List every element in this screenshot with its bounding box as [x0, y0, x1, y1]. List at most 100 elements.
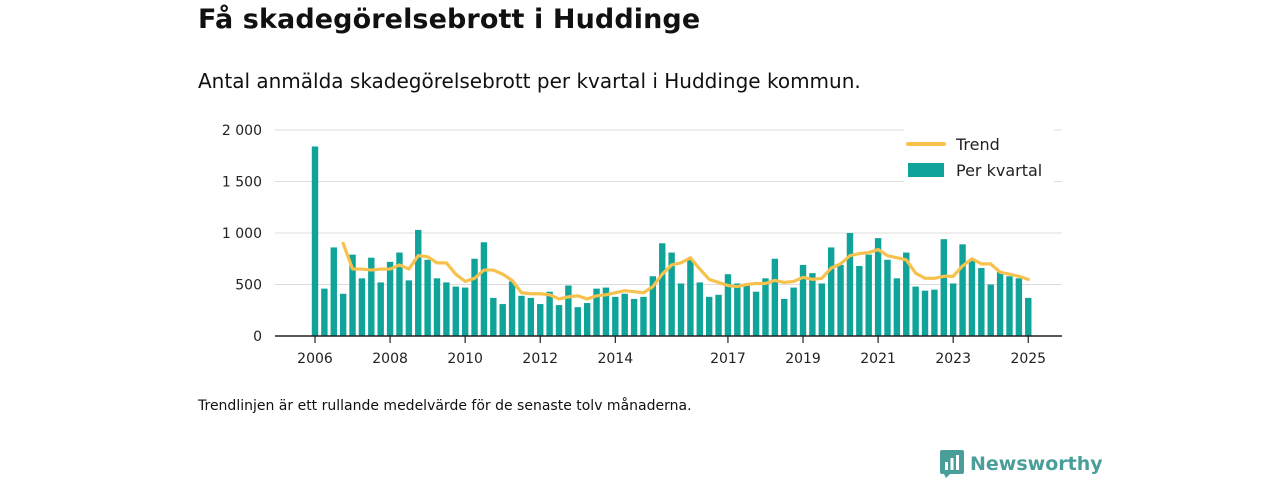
bar: [931, 289, 938, 336]
bar: [715, 294, 722, 336]
bar: [790, 287, 797, 336]
bar: [818, 283, 825, 336]
bar: [471, 258, 478, 336]
bar: [630, 298, 638, 336]
bar: [724, 274, 732, 336]
bar: [377, 282, 384, 336]
bar: [903, 252, 910, 336]
bar: [649, 276, 657, 336]
brand-name: Newsworthy: [970, 453, 1103, 475]
bar: [940, 239, 947, 336]
bar: [612, 296, 619, 336]
bar: [593, 288, 600, 336]
bar: [912, 286, 919, 336]
bar: [555, 305, 563, 336]
bar: [433, 278, 441, 336]
bar: [527, 297, 535, 336]
legend: Trend Per kvartal: [904, 128, 1054, 186]
bar: [518, 295, 525, 336]
bar: [734, 283, 741, 336]
bar: [771, 258, 779, 336]
x-tick-label: 2017: [710, 351, 746, 367]
bar: [874, 238, 882, 336]
newsworthy-icon: [940, 450, 964, 478]
brand-logo[interactable]: Newsworthy: [940, 450, 1103, 478]
bar: [640, 296, 647, 336]
bar: [959, 244, 966, 336]
bar: [705, 296, 713, 336]
x-tick-label: 2008: [372, 351, 408, 367]
bar: [687, 259, 694, 336]
y-tick-label: 2 000: [222, 123, 262, 139]
bar: [330, 247, 337, 336]
bar: [349, 254, 356, 336]
bar: [781, 298, 788, 336]
bar: [752, 291, 760, 336]
x-tick-label: 2014: [597, 351, 633, 367]
legend-trend-label: Trend: [955, 135, 1000, 154]
x-tick-label: 2010: [447, 351, 483, 367]
bar: [827, 247, 835, 336]
bar: [677, 283, 685, 336]
trend-line: [341, 241, 1030, 301]
trend-line-group: [341, 241, 1030, 301]
bar: [311, 146, 319, 336]
bar: [799, 264, 807, 336]
bar: [996, 272, 1004, 336]
bar: [856, 265, 863, 336]
x-tick-label: 2021: [860, 351, 896, 367]
bar: [846, 233, 854, 336]
bar: [546, 291, 553, 336]
bar: [621, 293, 628, 336]
footnote: Trendlinjen är ett rullande medelvärde f…: [198, 398, 692, 414]
chart-title: Få skadegörelsebrott i Huddinge: [198, 4, 701, 35]
bar: [743, 284, 750, 336]
bar: [490, 297, 497, 336]
bar: [1015, 278, 1023, 336]
bar: [602, 287, 610, 336]
y-tick-label: 0: [253, 329, 262, 345]
bar: [358, 278, 366, 336]
bar: [339, 293, 347, 336]
x-tick-label: 2012: [522, 351, 558, 367]
bar: [321, 288, 328, 336]
bar: [968, 259, 976, 336]
x-tick-label: 2025: [1010, 351, 1046, 367]
bar: [659, 243, 666, 336]
bar: [574, 307, 581, 336]
bar: [949, 283, 957, 336]
bar: [424, 259, 431, 336]
bar: [583, 303, 591, 336]
bar: [386, 261, 394, 336]
bar: [443, 282, 450, 336]
y-tick-label: 1 000: [222, 226, 262, 242]
bar: [987, 284, 994, 336]
bar: [921, 290, 929, 336]
bar: [1006, 276, 1013, 336]
bar: [452, 286, 459, 336]
x-tick-label: 2023: [935, 351, 971, 367]
bar: [884, 259, 891, 336]
bar: [837, 264, 844, 336]
bar: [368, 257, 375, 336]
y-tick-label: 500: [235, 278, 262, 294]
bar: [405, 280, 413, 336]
y-tick-label: 1 500: [222, 175, 262, 191]
bar: [415, 229, 422, 336]
bar: [461, 287, 469, 336]
bar: [865, 254, 872, 336]
bar: [508, 281, 516, 336]
legend-bar-swatch: [908, 163, 944, 177]
bar: [396, 252, 403, 336]
bar: [499, 304, 506, 336]
bar: [1025, 297, 1032, 336]
bars: [311, 146, 1032, 336]
bar: [893, 278, 901, 336]
bar: [537, 304, 544, 336]
x-tick-label: 2019: [785, 351, 821, 367]
bar: [696, 282, 703, 336]
chart-subtitle: Antal anmälda skadegörelsebrott per kvar…: [198, 69, 861, 93]
bar: [762, 278, 769, 336]
axes: 0 500 1 000 1 500 2 000 2006 2008 2010 2012 2014 2…: [222, 123, 1062, 367]
